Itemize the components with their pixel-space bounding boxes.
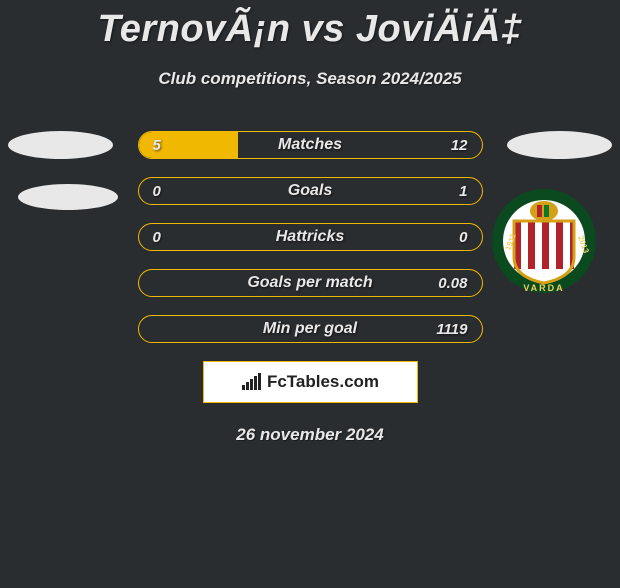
stat-bar-track: Goals per match 0.08 xyxy=(138,269,483,297)
svg-text:VARDA: VARDA xyxy=(523,283,564,293)
stat-bars: 5 Matches 12 0 Goals 1 0 Hattricks 0 xyxy=(138,131,483,343)
stat-bar-track: 0 Goals 1 xyxy=(138,177,483,205)
page-subtitle: Club competitions, Season 2024/2025 xyxy=(0,69,620,89)
stat-label: Min per goal xyxy=(139,316,482,342)
stat-right-value: 1 xyxy=(459,178,467,204)
stats-area: 1911 2013 VARDA 5 Matches 12 0 Goals 1 xyxy=(0,131,620,445)
stat-right-value: 0 xyxy=(459,224,467,250)
player-right-oval-1 xyxy=(507,131,612,159)
stat-row: 0 Hattricks 0 xyxy=(138,223,483,251)
stat-bar-track: 5 Matches 12 xyxy=(138,131,483,159)
page-title: TernovÃ¡n vs JoviÄiÄ‡ xyxy=(0,8,620,51)
stat-bar-track: Min per goal 1119 xyxy=(138,315,483,343)
stat-row: 5 Matches 12 xyxy=(138,131,483,159)
player-left-oval-1 xyxy=(8,131,113,159)
stat-label: Matches xyxy=(139,132,482,158)
stat-row: Min per goal 1119 xyxy=(138,315,483,343)
stat-right-value: 0.08 xyxy=(438,270,467,296)
stat-row: Goals per match 0.08 xyxy=(138,269,483,297)
date-text: 26 november 2024 xyxy=(0,425,620,445)
varda-crest-icon: 1911 2013 VARDA xyxy=(490,187,598,295)
player-left-oval-2 xyxy=(18,184,118,210)
site-logo-text: FcTables.com xyxy=(267,372,379,392)
club-crest: 1911 2013 VARDA xyxy=(490,187,598,295)
bar-chart-icon xyxy=(241,373,263,391)
stat-label: Hattricks xyxy=(139,224,482,250)
stat-bar-track: 0 Hattricks 0 xyxy=(138,223,483,251)
stat-right-value: 1119 xyxy=(436,316,467,342)
stat-label: Goals per match xyxy=(139,270,482,296)
site-logo-box[interactable]: FcTables.com xyxy=(203,361,418,403)
stat-label: Goals xyxy=(139,178,482,204)
stat-right-value: 12 xyxy=(451,132,468,158)
stat-row: 0 Goals 1 xyxy=(138,177,483,205)
